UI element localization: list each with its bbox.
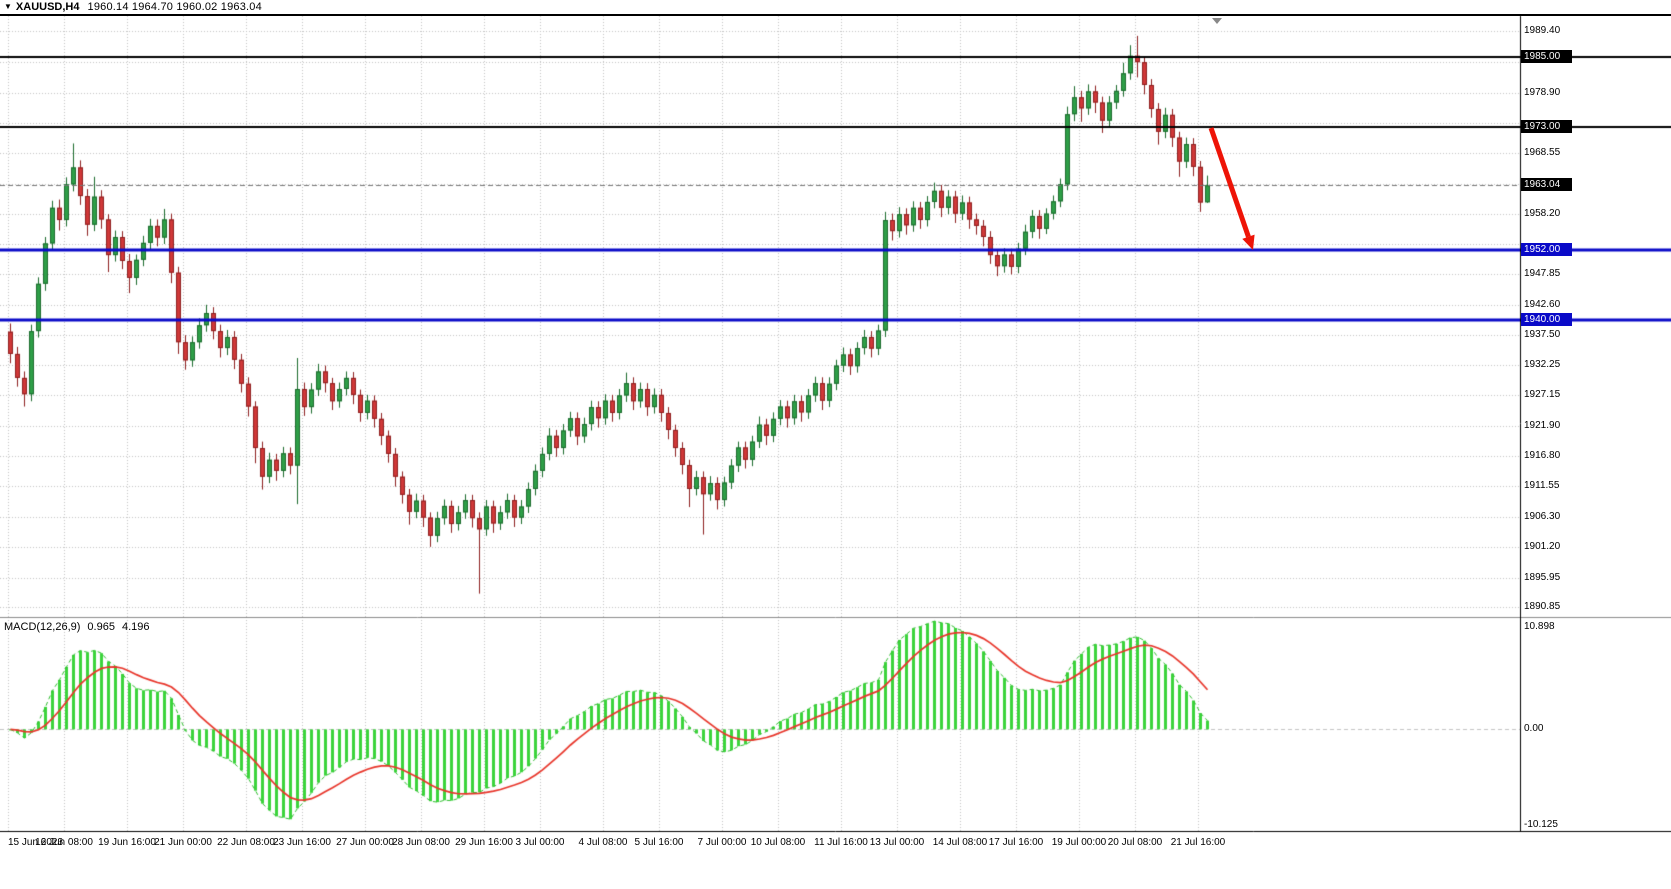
chart-header: ▼ XAUUSD,H4 1960.14 1964.70 1960.02 1963.0… bbox=[0, 0, 1671, 16]
price-tick-label: 1942.60 bbox=[1524, 298, 1561, 310]
macd-value-signal: 4.196 bbox=[121, 621, 150, 633]
macd-indicator-label: MACD(12,26,9) 0.965 4.196 bbox=[4, 621, 156, 633]
price-axis[interactable]: 1989.40 1978.90 1968.55 1958.20 1947.85 1942.… bbox=[1520, 0, 1671, 857]
time-axis-label: 23 Jun 16:00 bbox=[273, 837, 331, 848]
macd-indicator-name: MACD(12,26,9) bbox=[4, 621, 81, 633]
time-axis-label: 29 Jun 16:00 bbox=[455, 837, 513, 848]
time-axis-label: 10 Jul 08:00 bbox=[750, 837, 806, 848]
hline-price-tag: 1985.00 bbox=[1521, 49, 1572, 63]
time-axis-label: 11 Jul 16:00 bbox=[814, 837, 868, 848]
price-tick-label: 1921.90 bbox=[1524, 419, 1561, 431]
time-axis-label: 15 Jun 2023 bbox=[8, 837, 64, 848]
time-axis-label: 14 Jul 08:00 bbox=[932, 837, 988, 848]
price-tick-label: 1890.85 bbox=[1524, 601, 1561, 613]
time-axis-label: 13 Jul 00:00 bbox=[869, 837, 925, 848]
price-tick-label: 1958.20 bbox=[1524, 207, 1561, 219]
price-tick-label: 1901.20 bbox=[1524, 540, 1561, 552]
price-tick-label: 1906.30 bbox=[1524, 511, 1561, 523]
time-axis-label: 21 Jun 00:00 bbox=[154, 837, 212, 848]
time-axis[interactable]: 15 Jun 2023 16 Jun 08:00 19 Jun 16:00 21 Ju… bbox=[0, 831, 1520, 857]
price-tick-label: 1989.40 bbox=[1524, 25, 1561, 37]
current-price-tag: 1963.04 bbox=[1521, 178, 1572, 192]
price-tick-label: 1911.55 bbox=[1524, 480, 1560, 492]
price-tick-label: 1947.85 bbox=[1524, 268, 1561, 280]
price-tick-label: 1916.80 bbox=[1524, 449, 1561, 461]
price-tick-label: 1932.25 bbox=[1524, 359, 1561, 371]
time-axis-label: 21 Jul 16:00 bbox=[1170, 837, 1226, 848]
macd-axis-label: 10.898 bbox=[1524, 621, 1555, 632]
shift-marker-icon[interactable] bbox=[1212, 18, 1222, 24]
time-axis-label: 19 Jun 16:00 bbox=[98, 837, 156, 848]
hline-price-tag: 1940.00 bbox=[1521, 313, 1572, 326]
time-axis-label: 5 Jul 16:00 bbox=[634, 837, 684, 848]
hline-price-tag: 1952.00 bbox=[1521, 242, 1572, 256]
price-tick-label: 1895.95 bbox=[1524, 571, 1561, 583]
macd-axis-label: 0.00 bbox=[1524, 723, 1544, 735]
time-axis-label: 4 Jul 08:00 bbox=[578, 837, 628, 848]
price-tick-label: 1927.15 bbox=[1524, 389, 1561, 401]
time-axis-label: 16 Jun 08:00 bbox=[35, 837, 93, 848]
macd-axis-label: -10.125 bbox=[1524, 819, 1558, 830]
macd-value-main: 0.965 bbox=[87, 621, 115, 633]
time-axis-label: 17 Jul 16:00 bbox=[988, 837, 1044, 848]
time-axis-label: 7 Jul 00:00 bbox=[697, 837, 747, 848]
time-axis-label: 22 Jun 08:00 bbox=[217, 837, 275, 848]
time-axis-label: 27 Jun 00:00 bbox=[336, 837, 394, 848]
price-tick-label: 1937.50 bbox=[1524, 328, 1561, 340]
hline-price-tag: 1973.00 bbox=[1521, 120, 1572, 134]
time-axis-label: 19 Jul 00:00 bbox=[1051, 837, 1107, 848]
time-axis-label: 28 Jun 08:00 bbox=[392, 837, 450, 848]
chart-dropdown-icon[interactable]: ▼ bbox=[4, 2, 12, 11]
symbol-period-label: XAUUSD,H4 bbox=[15, 1, 80, 13]
price-tick-label: 1978.90 bbox=[1524, 86, 1561, 98]
price-tick-label: 1968.55 bbox=[1524, 147, 1561, 159]
time-axis-label: 20 Jul 08:00 bbox=[1107, 837, 1163, 848]
ohlc-values: 1960.14 1964.70 1960.02 1963.04 bbox=[87, 1, 262, 13]
time-axis-label: 3 Jul 00:00 bbox=[515, 837, 565, 848]
